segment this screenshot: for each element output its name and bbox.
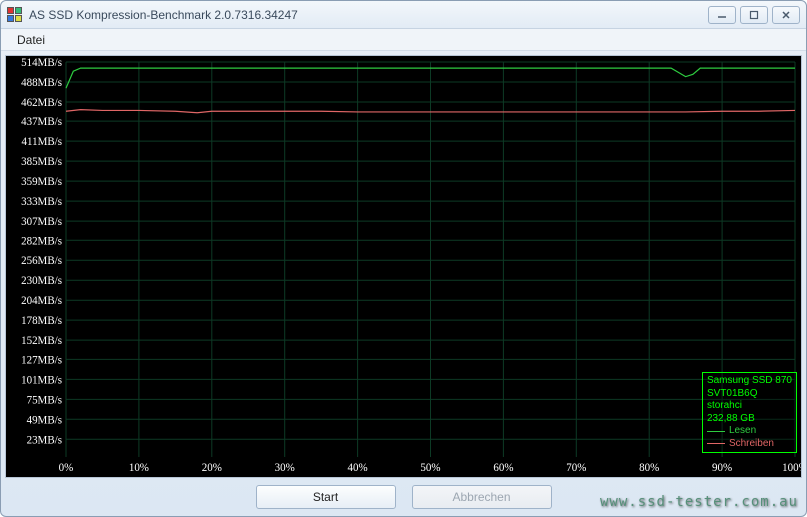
app-icon bbox=[7, 7, 23, 23]
svg-text:20%: 20% bbox=[202, 462, 222, 474]
legend-write: Schreiben bbox=[707, 438, 792, 451]
svg-text:80%: 80% bbox=[639, 462, 659, 474]
minimize-button[interactable] bbox=[708, 6, 736, 24]
benchmark-chart: 514MB/s 488MB/s 462MB/s 437MB/s 411MB/s 385MB… bbox=[5, 55, 802, 478]
svg-text:152MB/s: 152MB/s bbox=[21, 335, 62, 347]
svg-text:514MB/s: 514MB/s bbox=[21, 57, 62, 69]
svg-text:488MB/s: 488MB/s bbox=[21, 77, 62, 89]
legend-read: Lesen bbox=[707, 425, 792, 438]
svg-text:333MB/s: 333MB/s bbox=[21, 196, 62, 208]
legend-capacity: 232,88 GB bbox=[707, 413, 792, 426]
svg-text:30%: 30% bbox=[275, 462, 295, 474]
start-button[interactable]: Start bbox=[256, 485, 396, 509]
svg-text:40%: 40% bbox=[348, 462, 368, 474]
svg-text:178MB/s: 178MB/s bbox=[21, 315, 62, 327]
svg-text:60%: 60% bbox=[493, 462, 513, 474]
app-window: AS SSD Kompression-Benchmark 2.0.7316.34… bbox=[0, 0, 807, 517]
legend-driver: storahci bbox=[707, 400, 792, 413]
chart-svg: 514MB/s 488MB/s 462MB/s 437MB/s 411MB/s 385MB… bbox=[6, 56, 801, 477]
svg-text:0%: 0% bbox=[59, 462, 74, 474]
svg-text:437MB/s: 437MB/s bbox=[21, 116, 62, 128]
svg-text:256MB/s: 256MB/s bbox=[21, 255, 62, 267]
svg-text:385MB/s: 385MB/s bbox=[21, 156, 62, 168]
svg-text:90%: 90% bbox=[712, 462, 732, 474]
svg-text:100%: 100% bbox=[782, 462, 801, 474]
svg-text:204MB/s: 204MB/s bbox=[21, 295, 62, 307]
svg-text:50%: 50% bbox=[420, 462, 440, 474]
svg-text:127MB/s: 127MB/s bbox=[21, 354, 62, 366]
legend-box: Samsung SSD 870 SVT01B6Q storahci 232,88… bbox=[702, 372, 797, 453]
titlebar: AS SSD Kompression-Benchmark 2.0.7316.34… bbox=[1, 1, 806, 29]
svg-text:230MB/s: 230MB/s bbox=[21, 275, 62, 287]
window-title: AS SSD Kompression-Benchmark 2.0.7316.34… bbox=[29, 8, 708, 22]
svg-text:70%: 70% bbox=[566, 462, 586, 474]
window-controls bbox=[708, 6, 800, 24]
menubar: Datei bbox=[1, 29, 806, 51]
svg-text:23MB/s: 23MB/s bbox=[27, 434, 62, 446]
svg-text:411MB/s: 411MB/s bbox=[22, 136, 62, 148]
watermark: www.ssd-tester.com.au bbox=[600, 494, 798, 510]
legend-read-label: Lesen bbox=[729, 425, 756, 438]
abort-button: Abbrechen bbox=[412, 485, 552, 509]
svg-text:10%: 10% bbox=[129, 462, 149, 474]
menu-file[interactable]: Datei bbox=[9, 31, 53, 49]
legend-device: Samsung SSD 870 bbox=[707, 375, 792, 388]
svg-text:49MB/s: 49MB/s bbox=[27, 414, 62, 426]
svg-text:101MB/s: 101MB/s bbox=[21, 374, 62, 386]
maximize-button[interactable] bbox=[740, 6, 768, 24]
close-button[interactable] bbox=[772, 6, 800, 24]
legend-firmware: SVT01B6Q bbox=[707, 388, 792, 401]
svg-text:75MB/s: 75MB/s bbox=[27, 394, 62, 406]
svg-text:462MB/s: 462MB/s bbox=[21, 97, 62, 109]
svg-text:359MB/s: 359MB/s bbox=[21, 176, 62, 188]
legend-write-label: Schreiben bbox=[729, 438, 774, 451]
svg-text:307MB/s: 307MB/s bbox=[21, 216, 62, 228]
svg-text:282MB/s: 282MB/s bbox=[21, 235, 62, 247]
